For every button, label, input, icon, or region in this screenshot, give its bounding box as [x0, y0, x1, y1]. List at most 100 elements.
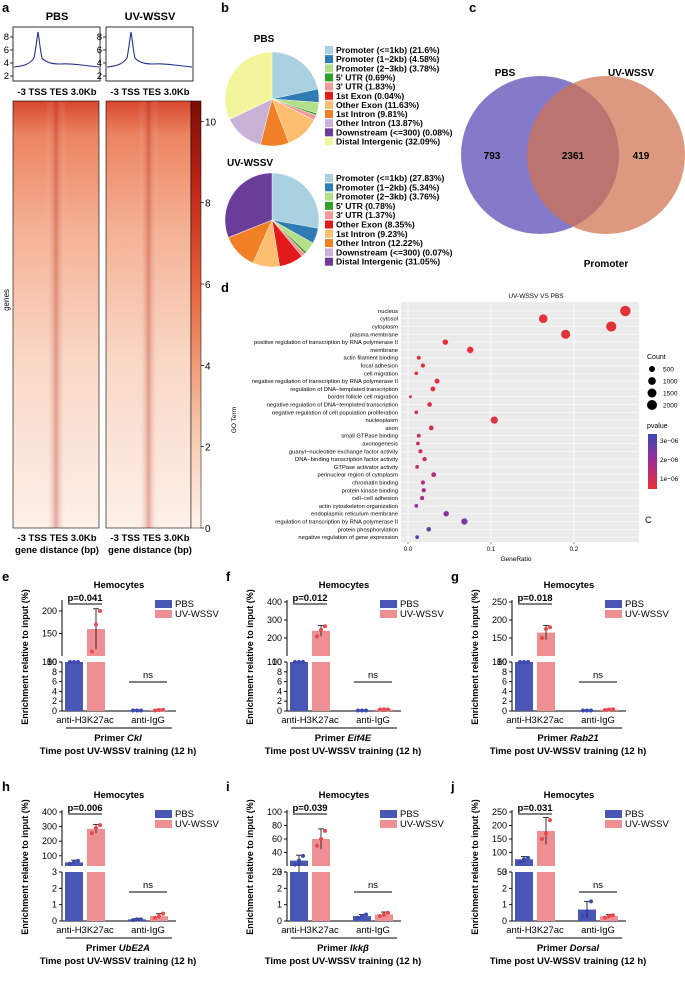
- panel-a-heatmap: PBS UV-WSSV 8 8 6 6 4 4 2 2 -3 TSS TES 3.0Kb -3…: [2, 11, 217, 556]
- pvalue-tick-2: 2e−06: [660, 457, 679, 464]
- colorbar-tick-label: 4: [205, 361, 211, 372]
- data-point: [526, 660, 530, 664]
- venn-set-pbs: PBS: [495, 68, 516, 79]
- bar-title: Hemocytes: [319, 580, 370, 591]
- go-dot: [461, 518, 468, 525]
- time-label: Time post UV-WSSV training (12 h): [40, 746, 197, 757]
- heatmap-frame-pbs: [12, 100, 100, 529]
- data-point: [90, 831, 94, 836]
- pvalue-tick-3: 1e−06: [660, 476, 679, 483]
- count-legend-dot: [647, 388, 657, 398]
- y-tick-label: 400: [42, 807, 57, 817]
- legend-label-uv: UV-WSSV: [175, 609, 219, 620]
- go-dot: [490, 416, 498, 424]
- venn-set-uv: UV-WSSV: [608, 68, 654, 79]
- bar-ylabel: Enrichment relative to input (%): [245, 589, 255, 725]
- go-xticks: 0.0 0.1 0.2: [404, 542, 579, 553]
- pvalue-legend-title: pvalue: [647, 423, 668, 430]
- x-category-label: anti-IgG: [581, 925, 615, 936]
- time-label: Time post UV-WSSV training (12 h): [490, 956, 647, 967]
- go-term-label: border follicle cell migration: [328, 395, 398, 401]
- pie-title-uv: UV-WSSV: [227, 158, 273, 169]
- panel-j-bars: Hemocytes Enrichment relative to input (%…: [470, 790, 669, 967]
- legend-label-pbs: PBS: [175, 809, 194, 820]
- legend-swatch-uv: [155, 820, 172, 828]
- y-tick-label: 2: [502, 883, 507, 893]
- panel-letter-h: h: [2, 779, 10, 794]
- y-tick-label: 250: [492, 597, 507, 607]
- data-point: [378, 914, 382, 919]
- go-dot: [431, 472, 437, 478]
- go-term-label: cell migration: [364, 371, 398, 377]
- go-term-label: GTPase activator activity: [334, 465, 398, 471]
- legend-label-pbs: PBS: [625, 599, 644, 610]
- panel-g-bars: Hemocytes Enrichment relative to input (%…: [470, 580, 669, 757]
- data-point: [364, 912, 368, 917]
- sig-label-igg: ns: [593, 670, 603, 681]
- go-dot: [415, 465, 419, 469]
- legend-label-uv: UV-WSSV: [625, 609, 669, 620]
- legend-label-pbs: 3' UTR (1.83%): [336, 82, 395, 92]
- bar-ylabel: Enrichment relative to input (%): [245, 799, 255, 935]
- count-legend-dot: [648, 377, 656, 385]
- data-point: [611, 913, 615, 918]
- pie-title-pbs: PBS: [254, 34, 275, 45]
- data-point: [386, 707, 390, 712]
- data-point: [139, 708, 143, 713]
- x-category-label: anti-IgG: [131, 715, 165, 726]
- sig-label-h3k27ac: p=0.041: [67, 593, 103, 604]
- go-dot: [538, 314, 548, 323]
- primer-gene: Ckl: [127, 733, 142, 744]
- go-dot: [414, 371, 419, 376]
- x-category-label: anti-H3K27ac: [281, 925, 339, 936]
- heatmap-pbs-tss-band: [13, 101, 99, 528]
- colorbar-tick-label: 6: [205, 280, 211, 291]
- y-tick-label: 10: [47, 657, 57, 667]
- legend-swatch-uv: [605, 610, 622, 618]
- y-tick-label: 250: [492, 807, 507, 817]
- count-legend-title: Count: [647, 354, 666, 361]
- data-point: [68, 660, 72, 664]
- heatmap-xtick-uv: -3 TSS TES 3.0Kb: [110, 533, 189, 544]
- primer-label: Primer Ikkβ: [317, 943, 369, 954]
- legend-swatch-uv: [605, 820, 622, 828]
- colorbar-ticks: 10 8 6 4 2 0: [201, 117, 217, 535]
- y-tick-label: 200: [267, 633, 282, 643]
- y-tick-label: 1: [277, 900, 282, 910]
- sig-label-igg: ns: [593, 880, 603, 891]
- y-tick-label: 3: [502, 867, 507, 877]
- y-tick-label: 4: [52, 686, 57, 696]
- go-term-label: perinuclear region of cytoplasm: [317, 473, 398, 479]
- bar-uv-lower: [87, 872, 105, 921]
- bar-pbs: [65, 662, 83, 711]
- data-point: [297, 660, 301, 664]
- panel-letter-f: f: [226, 569, 231, 584]
- y-tick-label: 50: [497, 867, 507, 877]
- profile-ytick-pbs-label: 6: [4, 45, 9, 56]
- data-point: [297, 858, 301, 863]
- go-term-label: membrane: [370, 348, 398, 354]
- heatmap-ylabel: genes: [2, 289, 11, 311]
- pie-slice-uv-0: [271, 172, 320, 229]
- data-point: [382, 912, 386, 917]
- y-tick-label: 200: [492, 821, 507, 831]
- legend-swatch-uv: [325, 220, 333, 229]
- data-point: [540, 636, 544, 640]
- count-legend: 500 1000 1500 2000: [646, 365, 678, 411]
- panel-f-bars: Hemocytes Enrichment relative to input (%…: [245, 580, 444, 757]
- legend-label-pbs: PBS: [400, 599, 419, 610]
- primer-label: Primer UbE2A: [86, 943, 150, 954]
- panel-h-bars: Hemocytes Enrichment relative to input (%…: [20, 790, 219, 967]
- time-label: Time post UV-WSSV training (12 h): [265, 746, 422, 757]
- go-dot: [416, 441, 420, 446]
- x-category-label: anti-H3K27ac: [506, 925, 564, 936]
- legend-swatch-uv: [325, 248, 333, 257]
- go-term-label: actin cytoskeleton organization: [319, 504, 398, 510]
- bar-uv: [375, 914, 393, 921]
- data-point: [319, 837, 323, 841]
- go-dot: [415, 535, 419, 539]
- legend-label-pbs: Promoter (2−3kb) (3.78%): [336, 63, 440, 73]
- legend-label-pbs: PBS: [175, 599, 194, 610]
- go-term-label: regulation of DNA−templated transcriptio…: [290, 387, 398, 393]
- data-point: [522, 857, 526, 862]
